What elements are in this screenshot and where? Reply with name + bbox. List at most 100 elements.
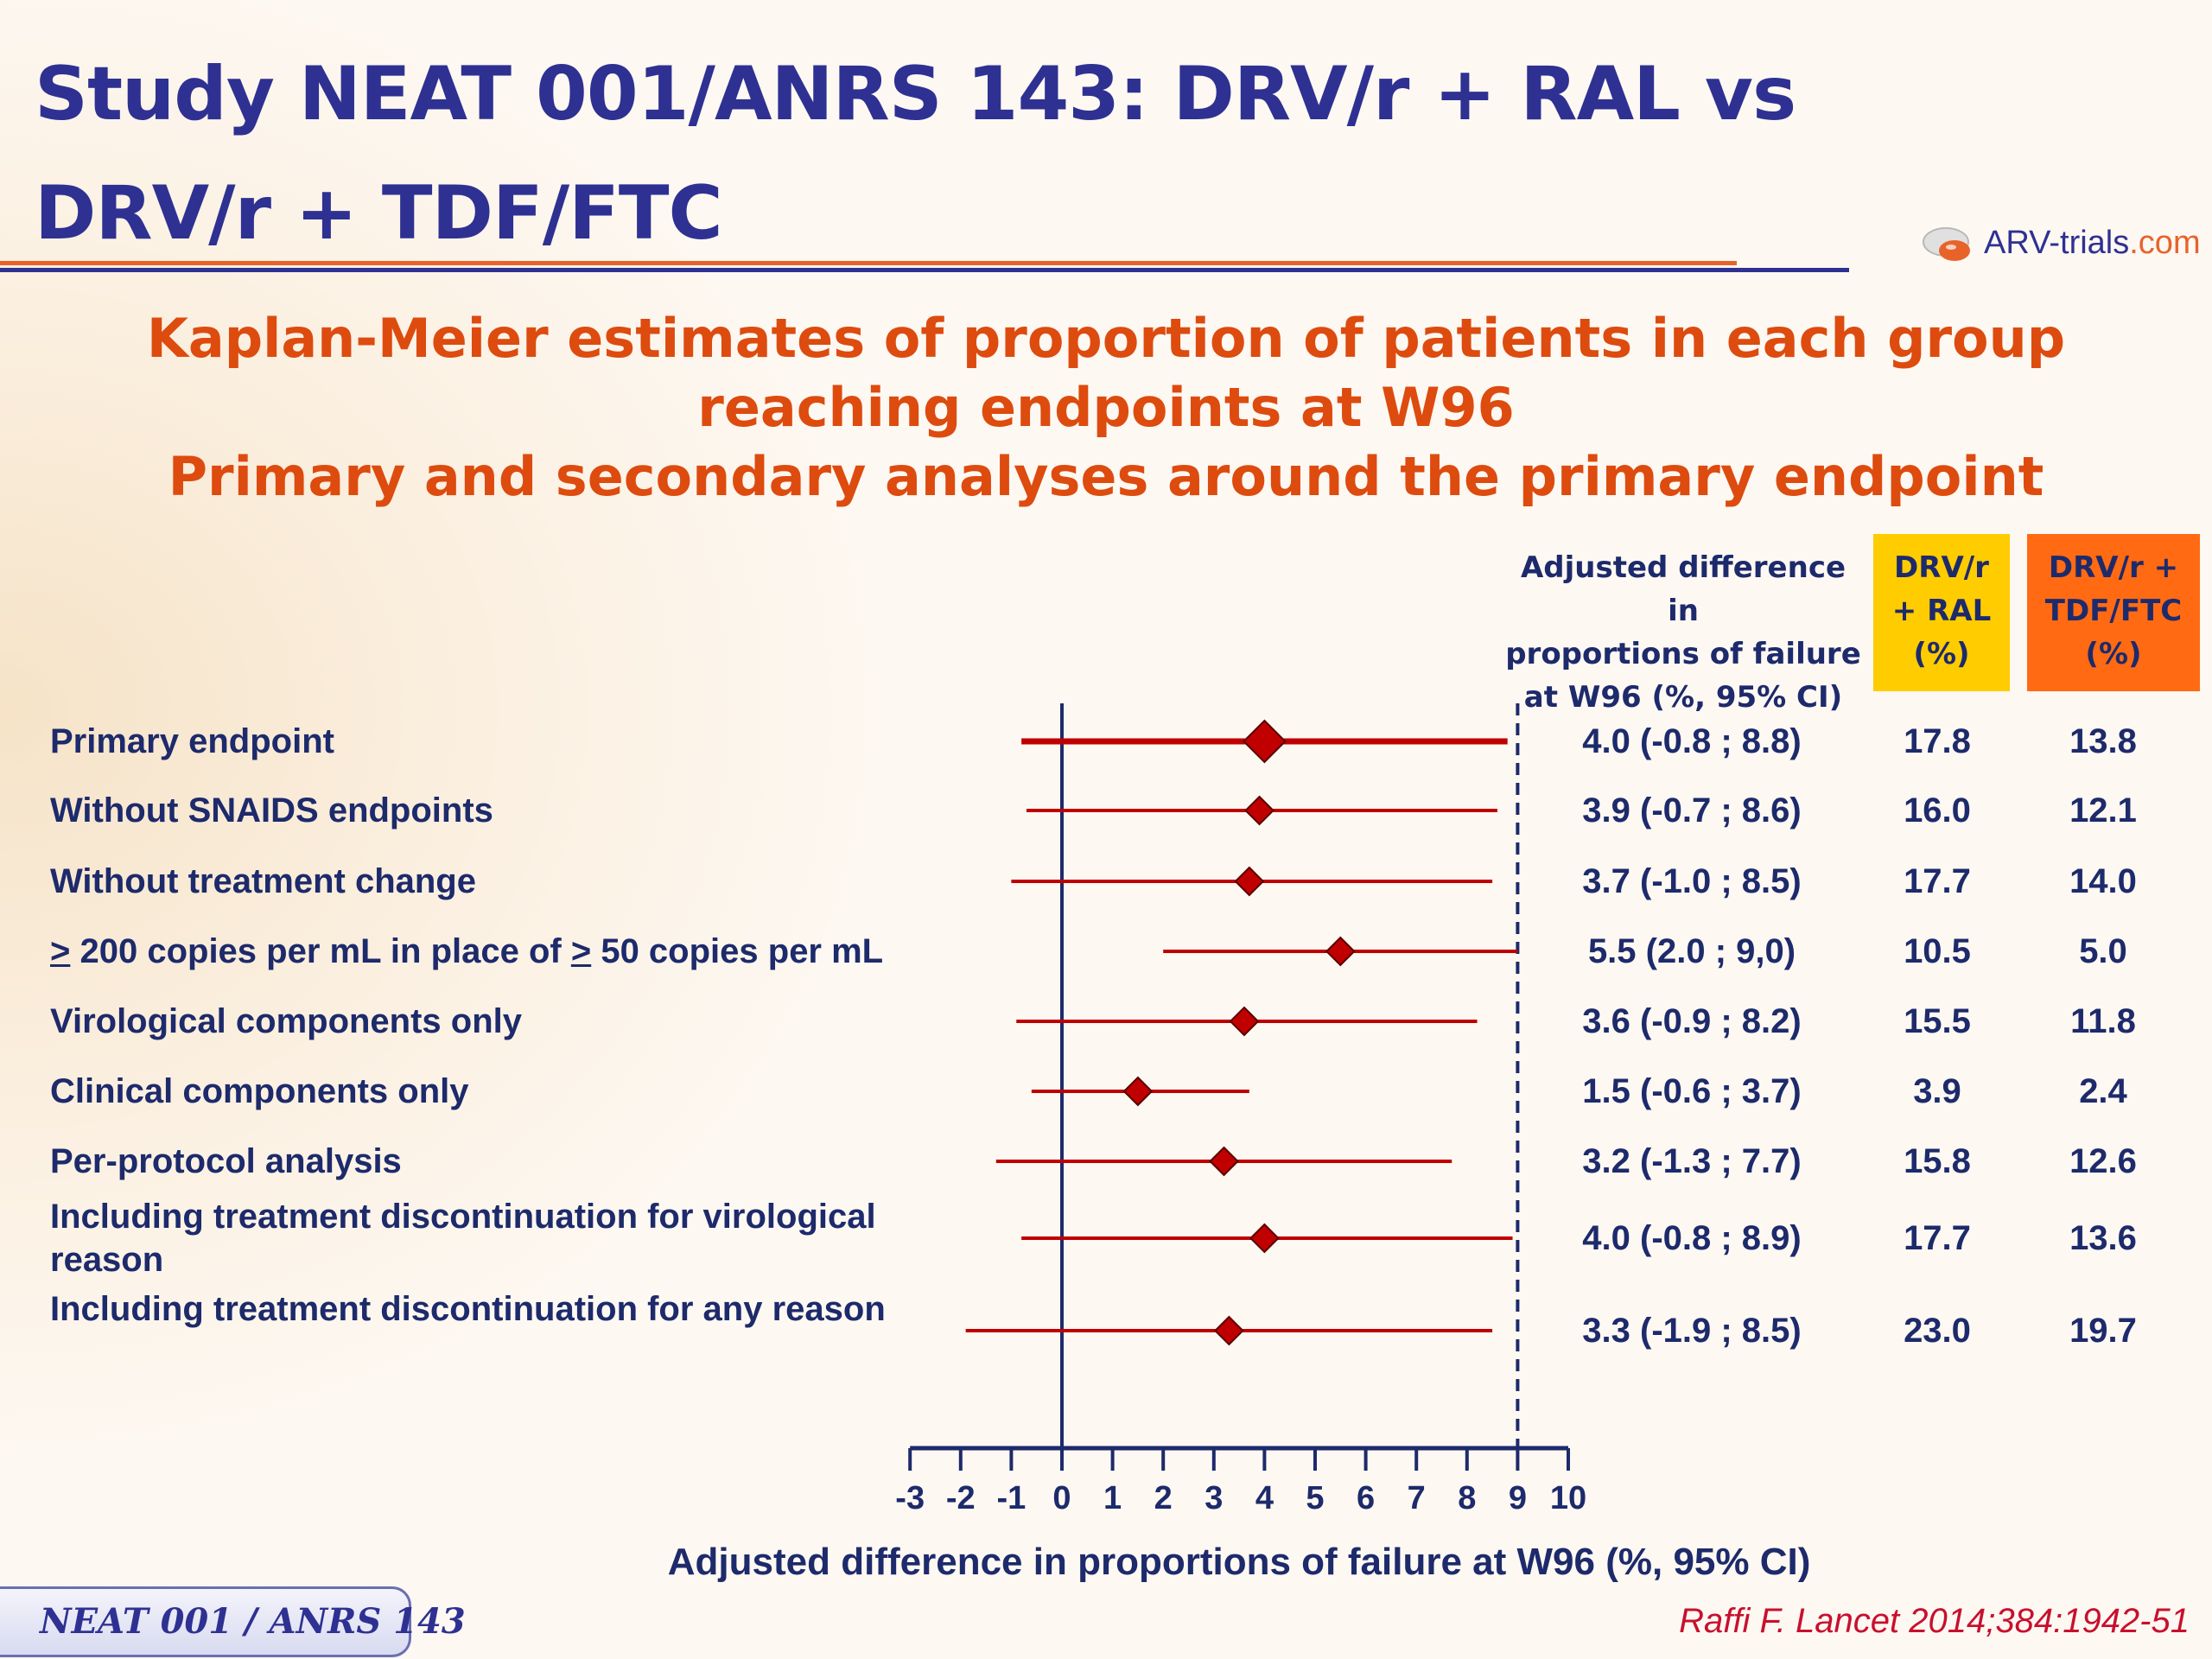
citation: Raffi F. Lancet 2014;384:1942-51	[1679, 1602, 2190, 1640]
row-ral-8: 23.0	[1904, 1312, 1971, 1350]
row-ral-5: 3.9	[1913, 1072, 1961, 1110]
row-label-1: Without SNAIDS endpoints	[50, 789, 966, 832]
row-tdf-0: 13.8	[2069, 722, 2137, 760]
study-footer-tab: NEAT 001 / ANRS 143	[0, 1586, 466, 1657]
estimate-marker-7	[1249, 1223, 1280, 1254]
row-diff-7: 4.0 (-0.8 ; 8.9)	[1582, 1219, 1802, 1257]
row-ral-1: 16.0	[1904, 791, 1971, 830]
header-drv-ral: DRV/r + RAL (%)	[1873, 534, 2010, 691]
logo-text-dot: .com	[2129, 225, 2201, 261]
row-label-text: Including treatment discontinuation for …	[50, 1290, 886, 1328]
row-ral-3: 10.5	[1904, 932, 1971, 970]
x-tick-label-2: -1	[997, 1480, 1027, 1516]
arv-trials-logo: ARV-trials.com	[1916, 216, 2201, 285]
row-diff-1: 3.9 (-0.7 ; 8.6)	[1582, 791, 1802, 830]
x-tick-label-1: -2	[946, 1480, 976, 1516]
x-tick-label-6: 3	[1205, 1480, 1223, 1516]
row-ral-7: 17.7	[1904, 1219, 1971, 1257]
slide-title-line-1: Study NEAT 001/ANRS 143: DRV/r + RAL vs	[35, 51, 1796, 137]
header-adjusted-difference: Adjusted difference in proportions of fa…	[1502, 546, 1865, 719]
x-tick-label-3: 0	[1052, 1480, 1071, 1516]
row-label-5: Clinical components only	[50, 1070, 966, 1113]
estimate-marker-1	[1244, 795, 1274, 826]
row-diff-3: 5.5 (2.0 ; 9,0)	[1587, 932, 1796, 970]
subtitle-line-1: Kaplan-Meier estimates of proportion of …	[146, 307, 2066, 370]
title-rule-orange	[0, 261, 1737, 265]
subtitle-line-3: Primary and secondary analyses around th…	[168, 445, 2044, 508]
row-label-3: > 200 copies per mL in place of > 50 cop…	[50, 930, 966, 973]
row-diff-0: 4.0 (-0.8 ; 8.8)	[1582, 722, 1802, 760]
slide-subtitle: Kaplan-Meier estimates of proportion of …	[0, 304, 2212, 512]
estimate-marker-0	[1242, 719, 1287, 764]
row-label-text: Including treatment discontinuation for …	[50, 1198, 876, 1279]
row-ral-2: 17.7	[1904, 862, 1971, 900]
row-tdf-6: 12.6	[2069, 1142, 2137, 1180]
row-label-text: Clinical components only	[50, 1072, 469, 1110]
header-diff-line-3: at W96 (%, 95% CI)	[1523, 680, 1843, 715]
logo-text: ARV-trials.com	[1984, 225, 2201, 262]
row-tdf-5: 2.4	[2079, 1072, 2127, 1110]
footer-label: NEAT 001 / ANRS 143	[40, 1601, 466, 1642]
row-tdf-8: 19.7	[2069, 1312, 2137, 1350]
header-tdf-line-1: DRV/r +	[2048, 550, 2179, 585]
row-label-8: Including treatment discontinuation for …	[50, 1287, 966, 1331]
estimate-marker-5	[1122, 1076, 1154, 1107]
row-diff-4: 3.6 (-0.9 ; 8.2)	[1582, 1002, 1802, 1040]
row-tdf-7: 13.6	[2069, 1219, 2137, 1257]
title-rule-blue	[0, 268, 1849, 272]
row-label-text: Without SNAIDS endpoints	[50, 791, 493, 830]
estimate-marker-3	[1325, 936, 1356, 967]
row-label-4: Virological components only	[50, 1000, 966, 1043]
row-tdf-3: 5.0	[2079, 932, 2127, 970]
x-tick-label-0: -3	[895, 1480, 925, 1516]
x-tick-label-5: 2	[1154, 1480, 1173, 1516]
x-tick-label-4: 1	[1103, 1480, 1122, 1516]
row-label-text: Without treatment change	[50, 862, 476, 900]
row-ral-0: 17.8	[1904, 722, 1971, 760]
header-tdf-line-3: (%)	[2085, 637, 2142, 671]
row-label-2: Without treatment change	[50, 860, 966, 903]
header-ral-line-1: DRV/r	[1894, 550, 1989, 585]
row-label-suffix: 50 copies per mL	[591, 932, 884, 970]
x-tick-label-9: 6	[1357, 1480, 1375, 1516]
row-label-text: Per-protocol analysis	[50, 1142, 402, 1180]
x-axis-label: Adjusted difference in proportions of fa…	[668, 1541, 1811, 1583]
row-label-text: Virological components only	[50, 1002, 523, 1040]
x-tick-label-13: 10	[1550, 1480, 1586, 1516]
pill-icon	[1923, 227, 1970, 261]
row-label-text: 200 copies per mL in place of	[70, 932, 571, 970]
header-diff-line-2: proportions of failure	[1505, 637, 1861, 671]
row-label-7: Including treatment discontinuation for …	[50, 1195, 966, 1281]
header-drv-tdf-ftc: DRV/r + TDF/FTC (%)	[2027, 534, 2200, 691]
row-diff-8: 3.3 (-1.9 ; 8.5)	[1582, 1312, 1802, 1350]
estimate-marker-4	[1229, 1006, 1260, 1037]
x-tick-label-12: 9	[1509, 1480, 1527, 1516]
row-diff-5: 1.5 (-0.6 ; 3.7)	[1582, 1072, 1802, 1110]
row-tdf-4: 11.8	[2070, 1002, 2136, 1040]
estimate-marker-6	[1209, 1146, 1239, 1177]
header-ral-line-2: + RAL	[1891, 594, 1992, 628]
slide-title-line-2: DRV/r + TDF/FTC	[35, 170, 723, 257]
x-tick-label-10: 7	[1408, 1480, 1426, 1516]
row-tdf-1: 12.1	[2069, 791, 2137, 830]
header-tdf-line-2: TDF/FTC	[2044, 594, 2183, 628]
row-diff-6: 3.2 (-1.3 ; 7.7)	[1582, 1142, 1802, 1180]
row-tdf-2: 14.0	[2069, 862, 2137, 900]
subtitle-line-2: reaching endpoints at W96	[697, 376, 1515, 439]
slide-title: Study NEAT 001/ANRS 143: DRV/r + RAL vs …	[35, 35, 1849, 273]
x-tick-label-11: 8	[1458, 1480, 1476, 1516]
ge-symbol: >	[570, 932, 592, 970]
row-label-0: Primary endpoint	[50, 720, 966, 763]
header-diff-line-1: Adjusted difference in	[1520, 550, 1847, 628]
x-tick-label-7: 4	[1255, 1480, 1274, 1516]
row-label-6: Per-protocol analysis	[50, 1140, 966, 1183]
estimate-marker-2	[1234, 866, 1265, 897]
row-label-text: Primary endpoint	[50, 722, 334, 760]
ge-symbol: >	[50, 932, 71, 970]
row-diff-2: 3.7 (-1.0 ; 8.5)	[1582, 862, 1802, 900]
row-ral-4: 15.5	[1904, 1002, 1971, 1040]
logo-text-main: ARV-trials	[1984, 225, 2130, 261]
estimate-marker-8	[1213, 1315, 1244, 1346]
